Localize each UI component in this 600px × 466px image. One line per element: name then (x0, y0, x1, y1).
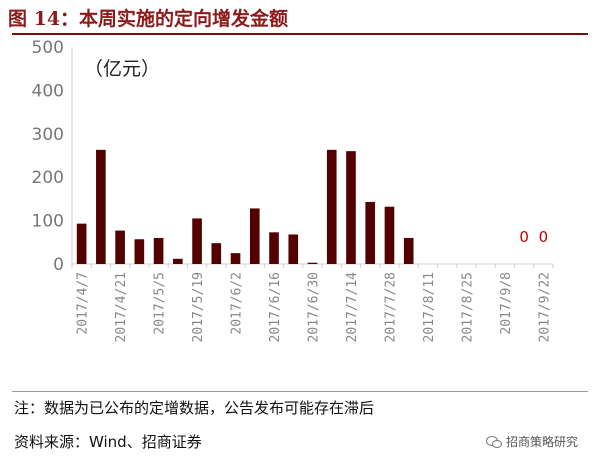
x-tick-label: 2017/5/19 (191, 272, 206, 342)
y-tick-label: 0 (53, 255, 64, 275)
bar (96, 149, 106, 264)
y-tick-label: 100 (32, 212, 64, 232)
bar (153, 237, 164, 264)
x-tick-label: 2017/6/2 (230, 272, 245, 335)
x-tick-label: 2017/9/8 (499, 272, 514, 335)
bar (288, 234, 299, 264)
watermark-text: 招商策略研究 (505, 435, 578, 449)
bar (115, 230, 125, 264)
x-tick-label: 2017/4/21 (114, 272, 129, 342)
bar (211, 243, 222, 264)
bar (307, 262, 318, 264)
bar (346, 151, 356, 264)
figure-title: 图 14：本周实施的定向增发金额 (8, 8, 289, 30)
bar (76, 223, 87, 264)
unit-label: （亿元） (84, 58, 161, 80)
x-tick-label: 2017/8/25 (460, 272, 475, 342)
source-text: 资料来源：Wind、招商证券 (14, 433, 202, 451)
title-divider (12, 33, 588, 35)
x-tick-label: 2017/7/14 (345, 272, 360, 343)
bar (326, 149, 337, 264)
bar (173, 258, 183, 264)
x-tick-label: 2017/6/16 (268, 272, 283, 342)
bar (365, 201, 376, 264)
bar (134, 239, 145, 264)
data-label: 0 (519, 228, 529, 246)
y-tick-label: 500 (32, 38, 64, 58)
y-tick-label: 300 (32, 125, 64, 145)
bar (384, 206, 395, 264)
watermark: 招商策略研究 (485, 433, 578, 450)
bar (403, 237, 414, 264)
bar (249, 208, 260, 264)
wechat-icon (485, 435, 502, 448)
x-tick-label: 2017/8/11 (422, 272, 437, 342)
footnote: 注：数据为已公布的定增数据，公告发布可能存在滞后 (14, 399, 375, 417)
notes-divider (12, 391, 588, 392)
x-tick-label: 2017/9/22 (537, 272, 552, 342)
x-tick-label: 2017/7/28 (383, 272, 398, 342)
bar (192, 218, 202, 264)
data-label: 0 (539, 228, 549, 246)
x-tick-label: 2017/5/5 (153, 272, 168, 335)
bar (269, 232, 279, 264)
x-tick-label: 2017/6/30 (307, 272, 322, 342)
x-tick-label: 2017/4/7 (76, 272, 91, 335)
bar (230, 253, 241, 264)
y-tick-label: 400 (32, 81, 64, 101)
bar-chart: 0 100 200 300 400 500 2017/4/7 2017/4/21 2017/5/… (32, 38, 554, 343)
y-tick-label: 200 (32, 168, 64, 188)
